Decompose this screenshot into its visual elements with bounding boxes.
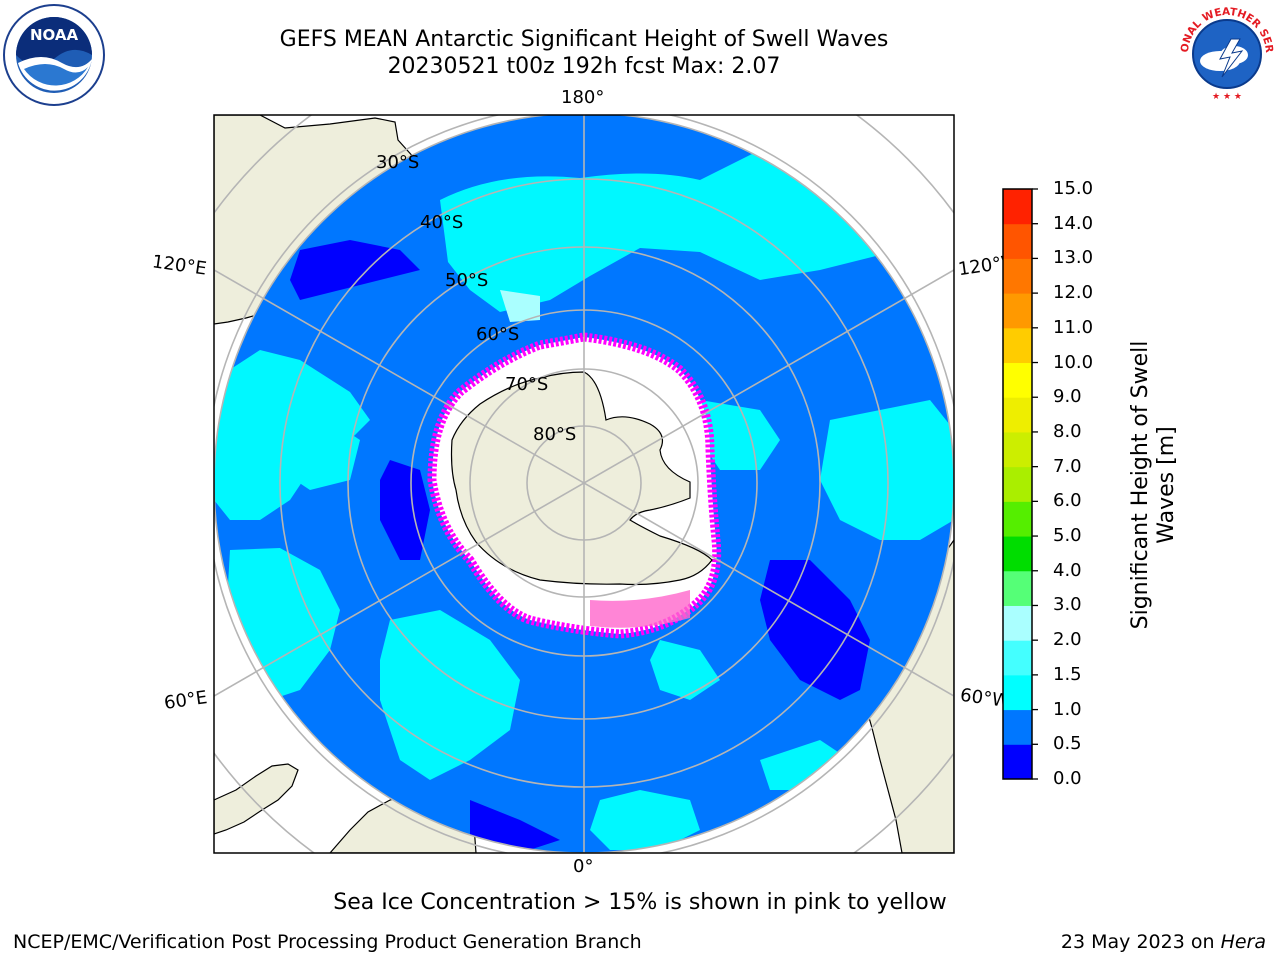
lat-label-30s: 30°S bbox=[376, 152, 420, 173]
colorbar-frame bbox=[1002, 188, 1033, 780]
chart-subtitle: 20230521 t00z 192h fcst Max: 2.07 bbox=[387, 54, 781, 79]
credit-right: 23 May 2023 on Hera bbox=[1061, 931, 1266, 953]
lat-label-50s: 50°S bbox=[445, 270, 489, 291]
map-frame bbox=[213, 114, 955, 854]
swell-height-0-0-0-5-regions bbox=[290, 240, 870, 853]
colorbar-tick-label: 11.0 bbox=[1053, 316, 1094, 338]
credit-host: Hera bbox=[1220, 931, 1266, 953]
colorbar-tick-label: 1.5 bbox=[1053, 663, 1082, 685]
lat-label-80s: 80°S bbox=[533, 424, 577, 445]
colorbar-segment bbox=[1003, 744, 1032, 780]
land-madagascar bbox=[214, 763, 299, 835]
colorbar-segment bbox=[1003, 431, 1032, 468]
colorbar-tick-label: 2.0 bbox=[1053, 629, 1082, 651]
colorbar-tick-label: 13.0 bbox=[1053, 247, 1094, 269]
colorbar-segment bbox=[1003, 570, 1032, 606]
chart-title: GEFS MEAN Antarctic Significant Height o… bbox=[279, 27, 889, 52]
colorbar-segment bbox=[1003, 189, 1032, 225]
colorbar-segment bbox=[1003, 501, 1032, 537]
map-graticule bbox=[214, 115, 954, 853]
colorbar-tick-label: 3.0 bbox=[1053, 594, 1082, 616]
colorbar-segment bbox=[1003, 640, 1032, 676]
sea-ice-caption: Sea Ice Concentration > 15% is shown in … bbox=[333, 890, 947, 915]
colorbar-segment bbox=[1003, 327, 1032, 364]
land-antarctica bbox=[450, 371, 713, 586]
colorbar-segment bbox=[1003, 605, 1032, 641]
colorbar-segment bbox=[1003, 258, 1032, 294]
swell-height-1-5-2-0-regions bbox=[500, 290, 540, 322]
nws-logo: NATIONAL WEATHER SERVICE ★ ★ ★ bbox=[1176, 3, 1276, 103]
colorbar-tick-label: 15.0 bbox=[1053, 178, 1094, 199]
noaa-logo: NOAA bbox=[3, 4, 105, 106]
colorbar-tick-label: 12.0 bbox=[1053, 282, 1094, 304]
lon-label-180: 180° bbox=[561, 87, 605, 108]
colorbar-segment bbox=[1003, 709, 1032, 745]
colorbar-tick-label: 9.0 bbox=[1053, 386, 1082, 408]
lon-label-0: 0° bbox=[573, 856, 594, 877]
credit-date: 23 May 2023 on bbox=[1060, 931, 1221, 953]
colorbar-segment bbox=[1003, 362, 1032, 398]
colorbar-segment bbox=[1003, 536, 1032, 572]
lat-label-60s: 60°S bbox=[476, 324, 520, 345]
colorbar-tick-label: 10.0 bbox=[1053, 351, 1094, 373]
lat-label-70s: 70°S bbox=[505, 374, 549, 395]
swell-height-1-0-1-5-regions bbox=[214, 150, 954, 850]
colorbar-segment bbox=[1003, 223, 1032, 259]
colorbar-segment bbox=[1003, 674, 1032, 711]
colorbar-segment bbox=[1003, 466, 1032, 502]
colorbar-segment bbox=[1003, 293, 1032, 329]
credit-left: NCEP/EMC/Verification Post Processing Pr… bbox=[13, 931, 642, 953]
colorbar-tick-label: 1.0 bbox=[1053, 698, 1082, 720]
noaa-logo-text: NOAA bbox=[30, 26, 79, 44]
colorbar-tick-label: 0.0 bbox=[1053, 768, 1082, 789]
colorbar-label: Significant Height of Swell Waves [m] bbox=[1128, 340, 1179, 630]
svg-text:★ ★ ★: ★ ★ ★ bbox=[1212, 92, 1242, 102]
colorbar-tick-label: 6.0 bbox=[1053, 490, 1082, 512]
colorbar-tick-label: 7.0 bbox=[1053, 455, 1082, 477]
lat-label-40s: 40°S bbox=[420, 212, 464, 233]
colorbar-tick-label: 4.0 bbox=[1053, 559, 1082, 581]
colorbar-tick-label: 5.0 bbox=[1053, 525, 1082, 547]
colorbar-tick-label: 0.5 bbox=[1053, 733, 1082, 755]
colorbar-segment bbox=[1003, 397, 1032, 433]
colorbar-tick-label: 14.0 bbox=[1053, 212, 1094, 234]
colorbar-tick-label: 8.0 bbox=[1053, 420, 1082, 442]
